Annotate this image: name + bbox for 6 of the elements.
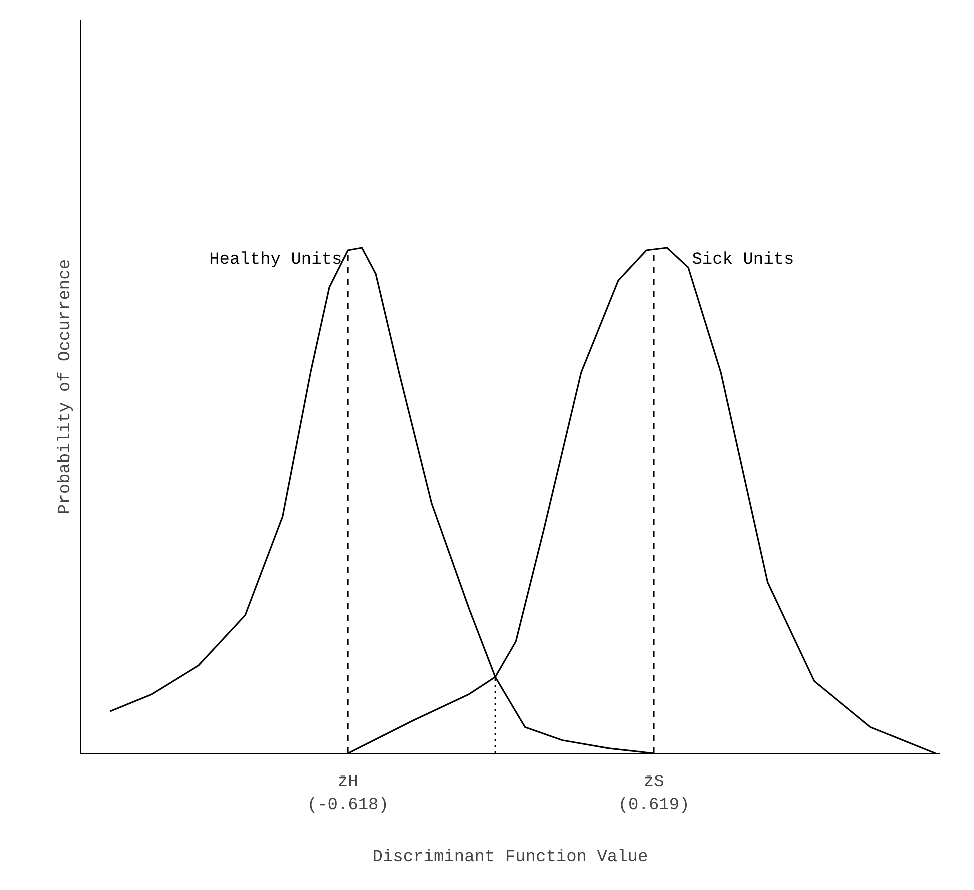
x-tick-label: z̄S (0.619) bbox=[618, 774, 690, 816]
y-axis-title: Probability of Occurrence bbox=[56, 259, 76, 515]
x-axis-title: Discriminant Function Value bbox=[372, 848, 648, 868]
series-label: Sick Units bbox=[692, 250, 794, 270]
x-tick-label: z̄H (-0.618) bbox=[307, 774, 389, 816]
series-label: Healthy Units bbox=[210, 250, 342, 270]
